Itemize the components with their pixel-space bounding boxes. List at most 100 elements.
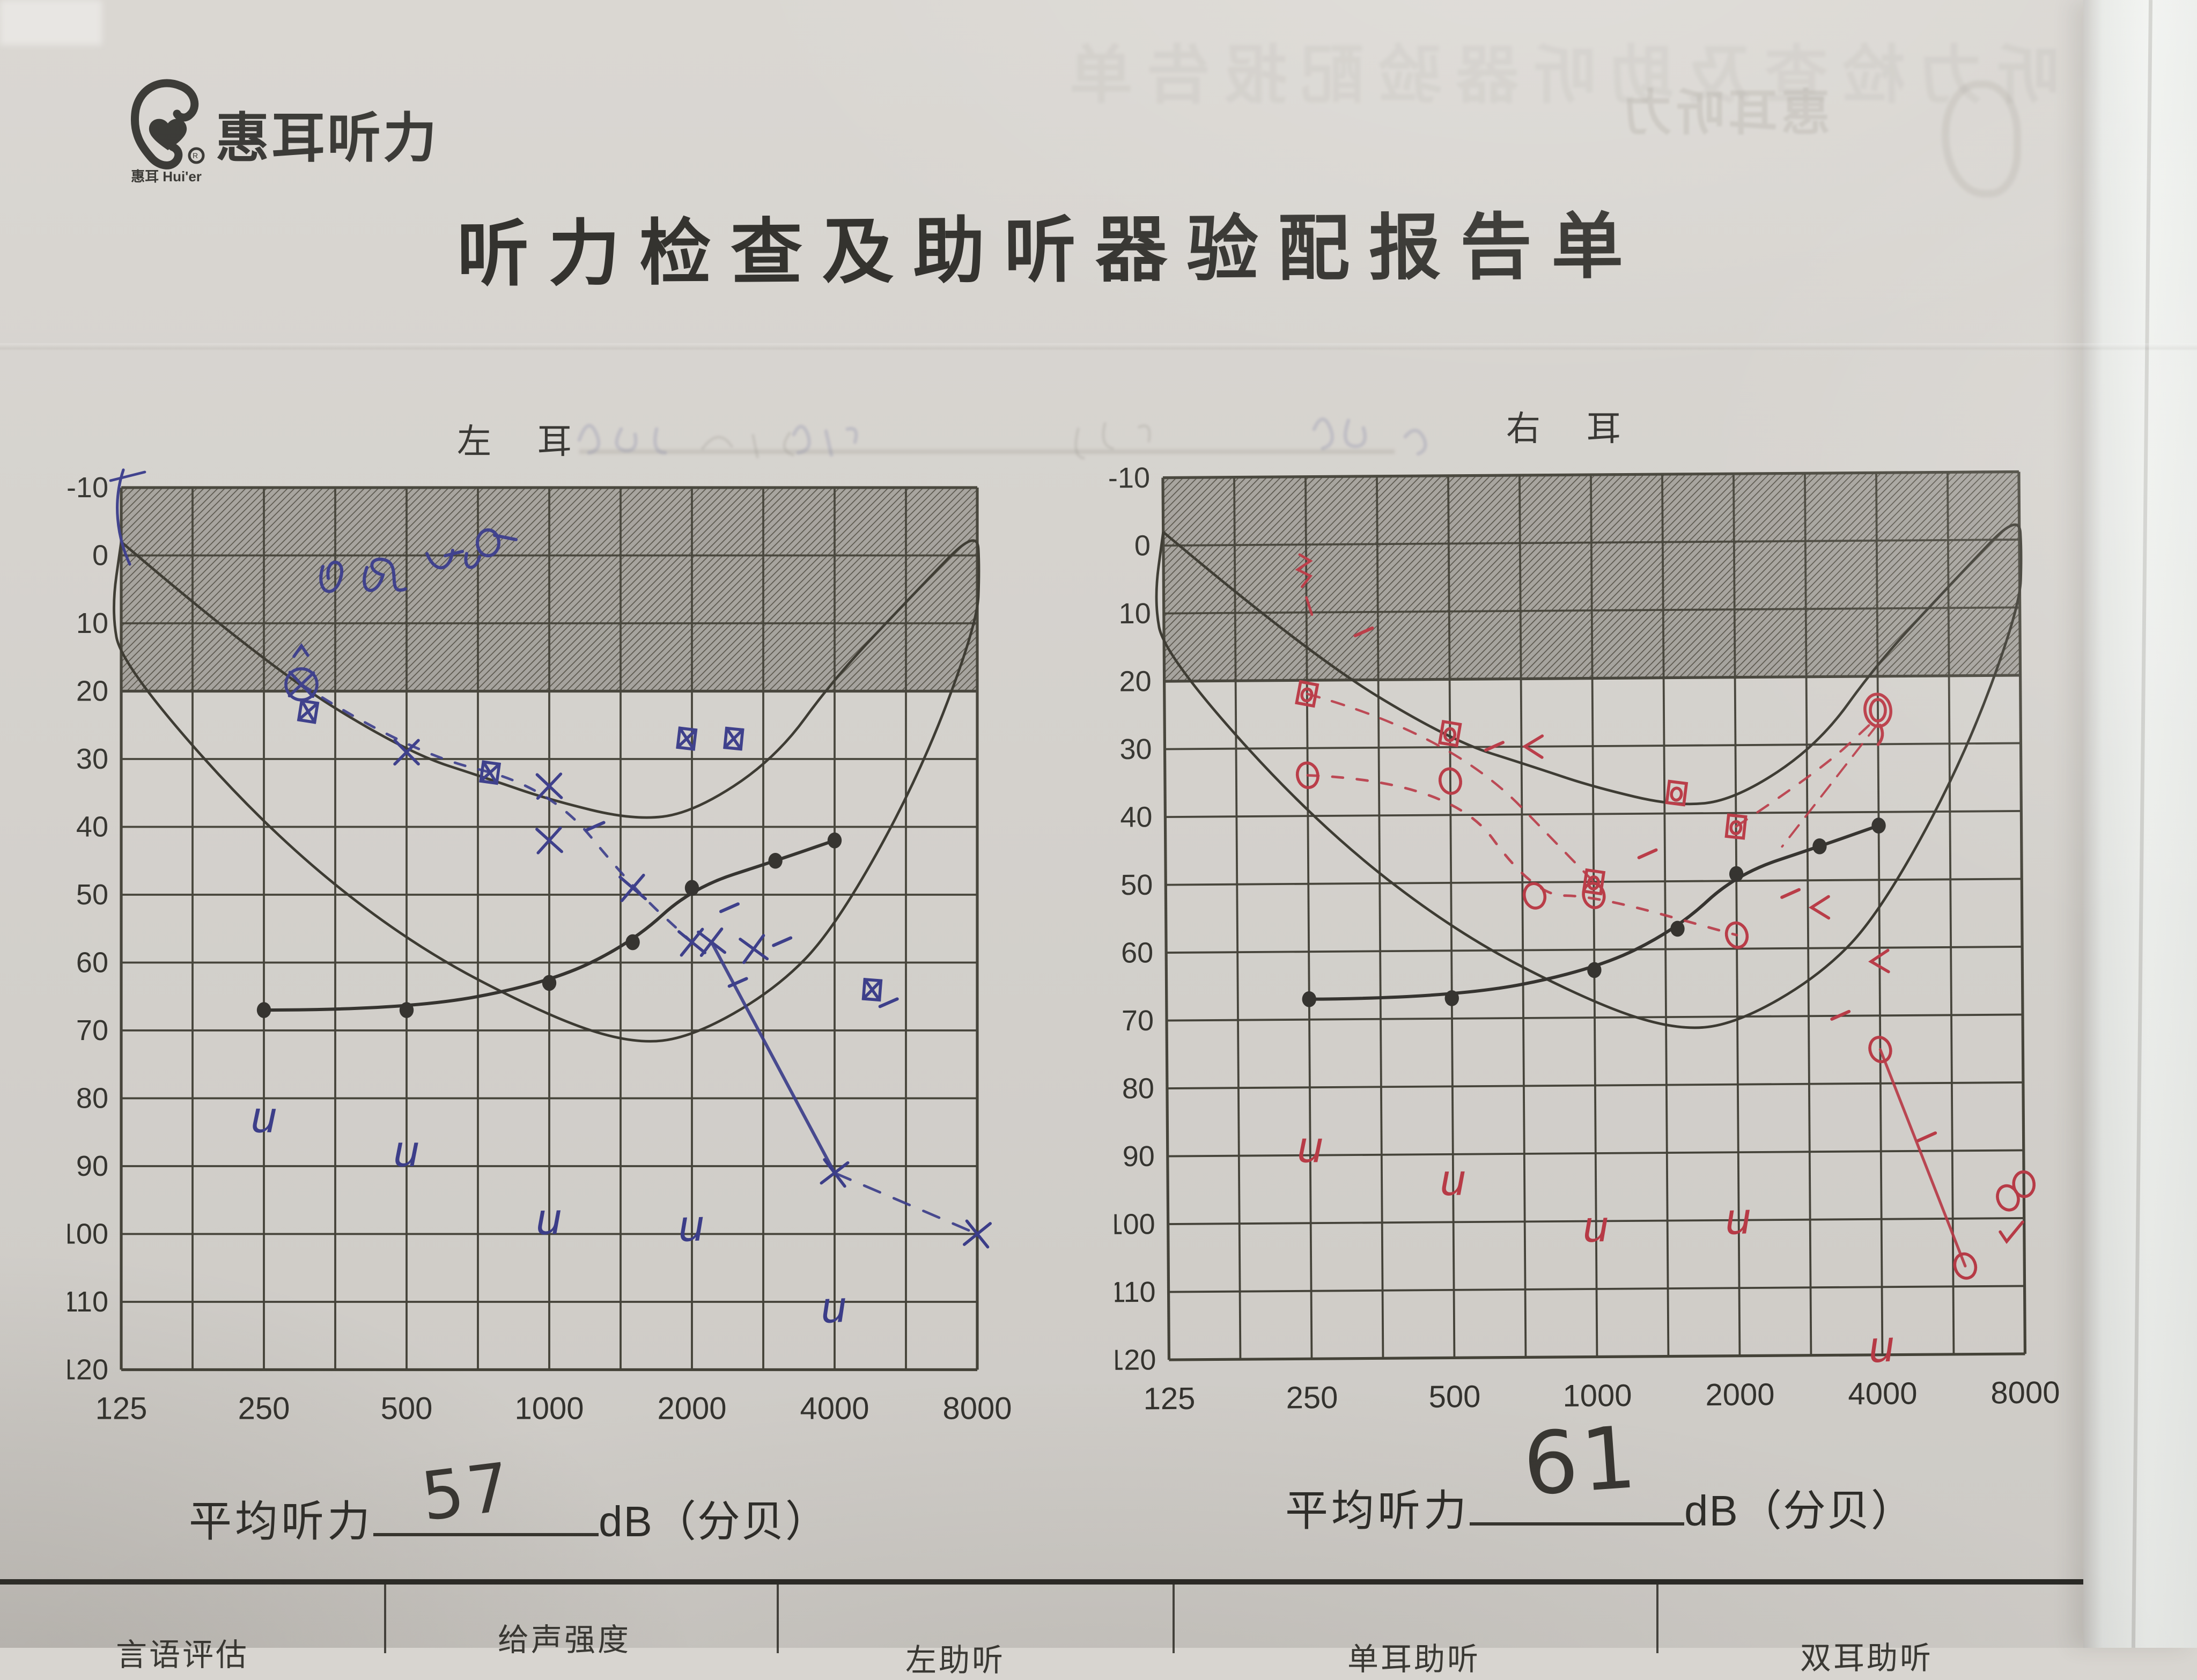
aided-dot [827, 832, 842, 849]
y-tick-label: 30 [76, 743, 108, 775]
u-no-response-mark: u [819, 1282, 849, 1333]
stray-dash [585, 821, 606, 832]
square-with-circle-symbol [1438, 719, 1462, 748]
X-threshold-mark [739, 934, 769, 964]
angle-mark [1808, 895, 1831, 920]
table-divider [777, 1585, 779, 1653]
y-tick-label: 70 [1122, 1005, 1154, 1037]
y-tick-label: -10 [68, 471, 108, 504]
aided-dot [542, 975, 557, 991]
ghost-bleedthrough-title: 听力检查及助听器验配报告单 [1055, 40, 2060, 111]
left-audiogram: -10 0 10 20 30 40 50 60 70 80 90 100 110 120 125 250 500… [68, 463, 1033, 1440]
aided-dot [684, 880, 699, 896]
aided-dot [1587, 962, 1602, 978]
left-average-value-handwritten: 57 [417, 1448, 517, 1536]
u-no-response-mark: u [1582, 1202, 1610, 1252]
O-threshold-mark [1724, 921, 1749, 949]
report-title: 听力检查及助听器验配报告单 [456, 207, 1643, 295]
stray-dash [1637, 848, 1658, 859]
red-top-scribble [1295, 553, 1314, 616]
square-with-circle-symbol [1665, 779, 1689, 807]
stray-pen-tick [109, 470, 146, 482]
y-tick-label: 80 [1122, 1072, 1154, 1104]
x-tick-label: 2000 [657, 1391, 726, 1426]
square-with-circle-symbol [1582, 868, 1606, 896]
square-with-circle-symbol [1295, 680, 1319, 708]
y-tick-label: 10 [1118, 598, 1151, 630]
aided-dot [1812, 838, 1827, 854]
x-tick-label: 500 [381, 1391, 433, 1426]
square-symbol [861, 977, 883, 1002]
aided-dot [1444, 990, 1459, 1006]
y-tick-label: 50 [76, 879, 108, 911]
stray-dash [1484, 741, 1505, 752]
O-threshold-mark [1582, 881, 1606, 909]
X-threshold-mark [618, 873, 647, 902]
stray-dash [772, 936, 793, 947]
x-tick-label: 125 [1143, 1381, 1195, 1417]
x-tick-label: 500 [1428, 1379, 1480, 1414]
table-header-sound-intensity: 给声强度 [498, 1623, 631, 1657]
left-audiogram-chart: -10 0 10 20 30 40 50 60 70 80 90 100 110 120 125 250 500… [68, 468, 1012, 1426]
right-average-row: 平均听力 61 dB（分贝） [1285, 1407, 1915, 1538]
y-tick-label: 100 [68, 1218, 108, 1250]
stray-dash [1353, 626, 1374, 638]
small-arrow-mark [292, 643, 309, 658]
ghost-bleedthrough-brand: 惠耳听力 [1620, 86, 1831, 141]
svg-text:R: R [193, 151, 198, 160]
y-tick-label: 20 [76, 675, 108, 708]
x-tick-label: 125 [95, 1391, 148, 1426]
right-average-value-handwritten: 61 [1520, 1406, 1642, 1515]
x-tick-label: 1000 [514, 1391, 584, 1426]
left-ear-label: 左 耳 [457, 422, 590, 461]
y-tick-label: 40 [1120, 801, 1152, 833]
x-tick-label: 2000 [1705, 1377, 1774, 1412]
left-average-row: 平均听力 57 dB（分贝） [189, 1448, 829, 1549]
X-threshold-mark [535, 826, 563, 854]
x-tick-label: 250 [238, 1391, 290, 1426]
plastic-sleeve-edge [2083, 0, 2197, 1648]
logo-registered-mark [188, 147, 205, 164]
aided-dot [399, 1002, 414, 1018]
O-threshold-mark [1522, 882, 1547, 910]
right-audiogram-chart: -10 0 10 20 30 40 50 60 70 80 90 100 110 120 125 250 500… [1109, 462, 2060, 1417]
left-average-label: 平均听力 [189, 1498, 373, 1545]
square-symbol [676, 726, 698, 751]
y-tick-label: 70 [76, 1014, 108, 1047]
y-tick-label: 50 [1120, 869, 1153, 901]
aided-dot [1302, 991, 1316, 1007]
O-threshold-mark [2012, 1170, 2036, 1198]
x-tick-label: 8000 [942, 1391, 1012, 1426]
y-tick-label: 110 [1109, 1276, 1156, 1309]
y-tick-label: 20 [1119, 665, 1151, 697]
logo-caption: 惠耳 Hui'er [131, 168, 202, 185]
x-tick-label: 8000 [1990, 1375, 2060, 1410]
axis-labels: -10 0 10 20 30 40 50 60 70 80 90 100 110 120 125 250 500… [1109, 462, 2060, 1417]
stray-dash [1916, 1131, 1937, 1143]
speech-banana-outline [1155, 523, 2023, 1029]
table-header-speech-eval: 言语评估 [116, 1638, 249, 1672]
u-no-response-mark: u [250, 1092, 278, 1143]
square-symbol [479, 760, 502, 785]
y-tick-label: 120 [68, 1354, 108, 1386]
aided-dot [1670, 920, 1685, 937]
table-header-single-ear-aided: 单耳助听 [1347, 1642, 1481, 1677]
y-tick-label: 80 [76, 1082, 108, 1115]
X-threshold-mark [535, 772, 563, 800]
huier-ear-logo: R 惠耳 Hui'er [130, 79, 205, 185]
angle-mark [1868, 948, 1890, 974]
table-header-left-aided: 左助听 [905, 1643, 1006, 1678]
y-tick-label: 60 [1121, 937, 1153, 969]
y-tick-label: 90 [1123, 1140, 1155, 1173]
right-average-unit: dB（分贝） [1684, 1487, 1915, 1535]
stray-dash [1830, 1010, 1851, 1021]
aided-dot [1871, 817, 1886, 834]
aided-threshold-curve [256, 832, 842, 1018]
circled-threshold [284, 667, 319, 702]
stray-dash [1780, 888, 1801, 899]
check-mark [1999, 1220, 2024, 1244]
X-threshold-mark [393, 739, 420, 766]
u-no-response-mark: u [535, 1194, 563, 1244]
speech-banana-outline [113, 539, 980, 1043]
